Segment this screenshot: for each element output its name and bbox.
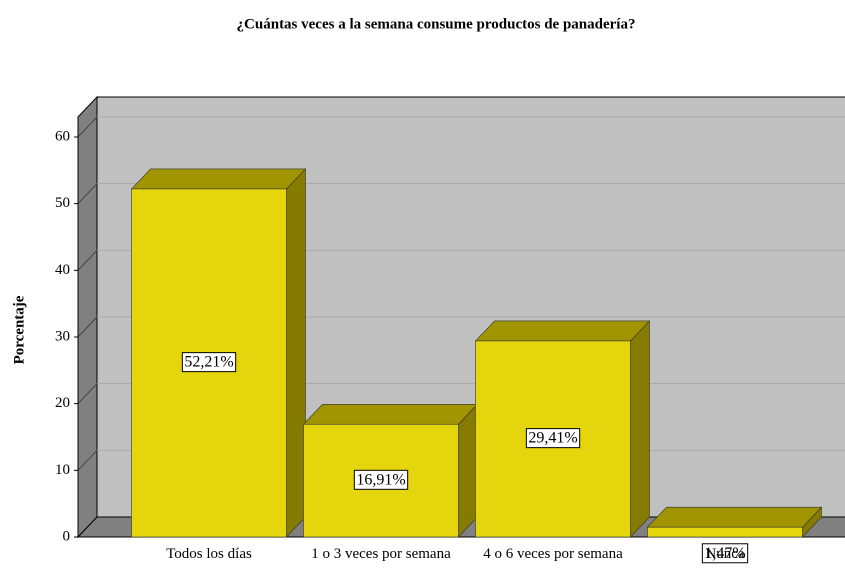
- y-tick-label: 50: [55, 195, 70, 211]
- bar-top: [646, 506, 823, 528]
- x-tick-label: 1 o 3 veces por semana: [311, 546, 451, 562]
- y-tick-label: 30: [55, 328, 70, 344]
- grid-line: [77, 383, 98, 405]
- bar-side: [458, 403, 478, 538]
- y-tick-label: 0: [63, 528, 71, 544]
- value-label-box: [701, 543, 749, 564]
- y-axis-label: Porcentaje: [11, 295, 27, 364]
- value-label: 1,47%: [704, 545, 745, 562]
- y-tick-label: 10: [55, 462, 70, 478]
- grid-line: [77, 183, 98, 205]
- value-label: 29,41%: [528, 430, 577, 447]
- left-wall: [77, 95, 98, 539]
- grid-line: [77, 316, 98, 338]
- grid-line: [77, 249, 98, 271]
- value-label: 52,21%: [184, 354, 233, 371]
- value-label-box: [525, 428, 581, 449]
- y-tick-label: 20: [55, 395, 70, 411]
- grid-line: [77, 449, 98, 471]
- bar-top: [302, 403, 479, 425]
- bar-top: [474, 320, 651, 342]
- bar-side: [630, 320, 650, 538]
- value-label: 16,91%: [356, 471, 405, 488]
- value-label-box: [181, 352, 237, 373]
- x-tick-label: Nunca: [705, 546, 745, 562]
- x-tick-label: Todos los días: [166, 546, 252, 562]
- y-tick-label: 40: [55, 262, 70, 278]
- grid-line: [77, 116, 98, 138]
- bar-top: [130, 168, 307, 190]
- bar: [647, 526, 803, 538]
- bar-side: [286, 168, 306, 538]
- y-tick-label: 60: [55, 128, 70, 144]
- chart-title: ¿Cuántas veces a la semana consume produ…: [237, 16, 636, 32]
- x-tick-label: 4 o 6 veces por semana: [483, 546, 623, 562]
- value-label-box: [353, 469, 409, 490]
